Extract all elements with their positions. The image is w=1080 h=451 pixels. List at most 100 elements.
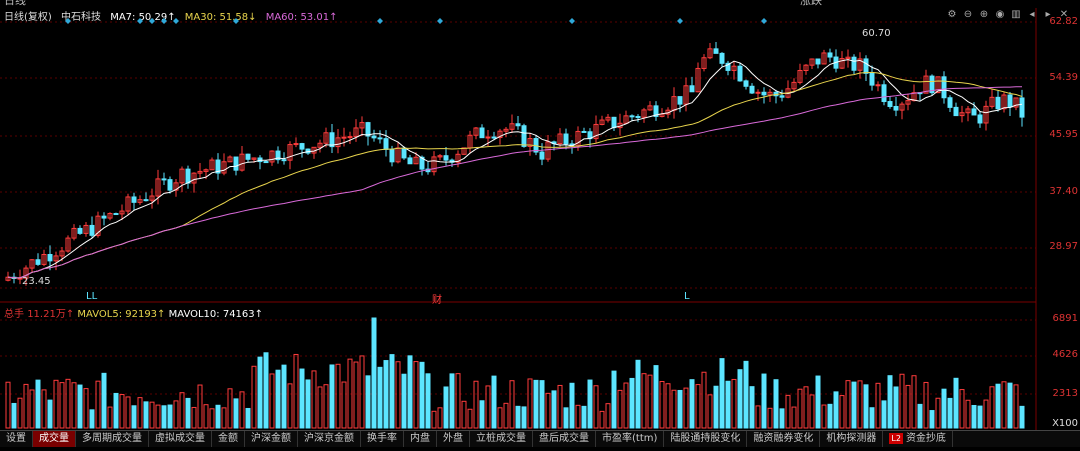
candle-body (809, 58, 815, 66)
candle-body (299, 143, 305, 150)
candle-body (977, 114, 983, 124)
candle-body (143, 199, 149, 202)
volume-bar (215, 404, 221, 429)
candle-body (407, 157, 413, 165)
candle-body (779, 95, 785, 98)
chart-type-label[interactable]: 日线(复权) (4, 12, 52, 23)
candle-body (185, 168, 191, 184)
volume-bar (941, 388, 947, 429)
tab-hs-amount[interactable]: 沪深金额 (245, 431, 298, 447)
minus-icon[interactable]: ⊖ (963, 9, 973, 20)
candle-body (743, 80, 749, 87)
candle-body (1001, 94, 1007, 110)
tab-amount[interactable]: 金额 (212, 431, 245, 447)
volume-bar (161, 405, 167, 429)
candle-body (539, 151, 545, 160)
tab-virtual-volume[interactable]: 虚拟成交量 (149, 431, 212, 447)
tab-volume[interactable]: 成交量 (33, 431, 76, 447)
volume-bar (275, 369, 281, 429)
candle-body (797, 70, 803, 83)
volume-bar (185, 397, 191, 429)
volume-bar (737, 369, 743, 429)
right-arrow-icon[interactable]: ▸ (1045, 9, 1051, 20)
tab-institution-detector[interactable]: 机构探测器 (820, 431, 884, 447)
volume-bar (989, 386, 995, 429)
volume-bar (263, 352, 269, 429)
signal-diamond (161, 18, 167, 24)
ma60-value: MA60: 53.01↑ (265, 12, 338, 23)
eye-icon[interactable]: ◉ (995, 9, 1005, 20)
candle-body (287, 144, 293, 161)
tab-margin-change[interactable]: 融资融券变化 (747, 431, 821, 447)
volume-bar (575, 404, 581, 429)
volume-bar (707, 394, 713, 429)
candle-body (929, 75, 935, 94)
signal-diamond (569, 18, 575, 24)
candle-body (581, 130, 587, 133)
tab-inner[interactable]: 内盘 (404, 431, 437, 447)
plus-icon[interactable]: ⊕ (979, 9, 989, 20)
candle-body (323, 132, 329, 144)
tab-pile-volume[interactable]: 立桩成交量 (470, 431, 533, 447)
volume-bar (665, 383, 671, 429)
ma30-value: MA30: 51.58↓ (184, 12, 257, 23)
tab-after-hours-volume[interactable]: 盘后成交量 (533, 431, 596, 447)
volume-bar (767, 407, 773, 429)
candle-body (419, 156, 425, 170)
volume-bar (899, 373, 905, 429)
volume-bar (677, 389, 683, 429)
candle-body (827, 52, 833, 58)
left-arrow-icon[interactable]: ◂ (1029, 9, 1035, 20)
volume-bar (401, 373, 407, 429)
candle-body (347, 136, 353, 139)
volume-bar (143, 401, 149, 429)
period-label: 日线 (4, 0, 26, 6)
candle-body (137, 199, 143, 203)
close-icon[interactable]: ✕ (1059, 9, 1069, 20)
tab-turnover[interactable]: 换手率 (361, 431, 404, 447)
event-mark-ll[interactable]: LL (86, 291, 98, 302)
volume-bar (551, 390, 557, 429)
tab-capital-bottom[interactable]: L2 资金抄底 (883, 431, 953, 447)
volume-bar (53, 379, 59, 429)
volume-bar (239, 391, 245, 429)
candle-body (41, 254, 47, 265)
volume-bar (647, 374, 653, 429)
price-label-5: 28.97 (1049, 241, 1078, 252)
volume-bar (773, 379, 779, 429)
candle-body (1007, 94, 1013, 108)
candle-body (359, 122, 365, 129)
volume-bar (407, 355, 413, 429)
candle-body (257, 157, 263, 163)
candle-body (317, 142, 323, 148)
volume-bar (959, 389, 965, 429)
volume-bar (785, 394, 791, 429)
volume-bar (641, 373, 647, 429)
tab-pe-ttm[interactable]: 市盈率(ttm) (596, 431, 665, 447)
settings-icon[interactable]: ⚙ (947, 9, 957, 20)
tab-settings[interactable]: 设置 (0, 431, 33, 447)
event-mark-l[interactable]: L (684, 291, 690, 302)
tab-hsj-amount[interactable]: 沪深京金额 (298, 431, 361, 447)
volume-bar (713, 385, 719, 429)
volume-bar (581, 405, 587, 429)
volume-bar (449, 373, 455, 429)
candle-body (911, 92, 917, 102)
volume-bar (479, 400, 485, 429)
event-mark-finance[interactable]: 财 (432, 295, 442, 306)
tab-northbound-holdings[interactable]: 陆股通持股变化 (664, 431, 748, 447)
tab-outer[interactable]: 外盘 (437, 431, 470, 447)
volume-bar (311, 370, 317, 429)
candle-body (119, 210, 125, 215)
tab-multi-period-volume[interactable]: 多周期成交量 (76, 431, 149, 447)
candle-body (593, 123, 599, 140)
volume-bar (35, 379, 41, 429)
volume-bar (347, 358, 353, 429)
candle-body (611, 116, 617, 129)
ma7-line (7, 59, 1023, 279)
candle-body (713, 48, 719, 54)
volume-bar (365, 375, 371, 429)
bar-chart-icon[interactable]: ▥ (1011, 9, 1021, 20)
volume-bar (923, 381, 929, 429)
